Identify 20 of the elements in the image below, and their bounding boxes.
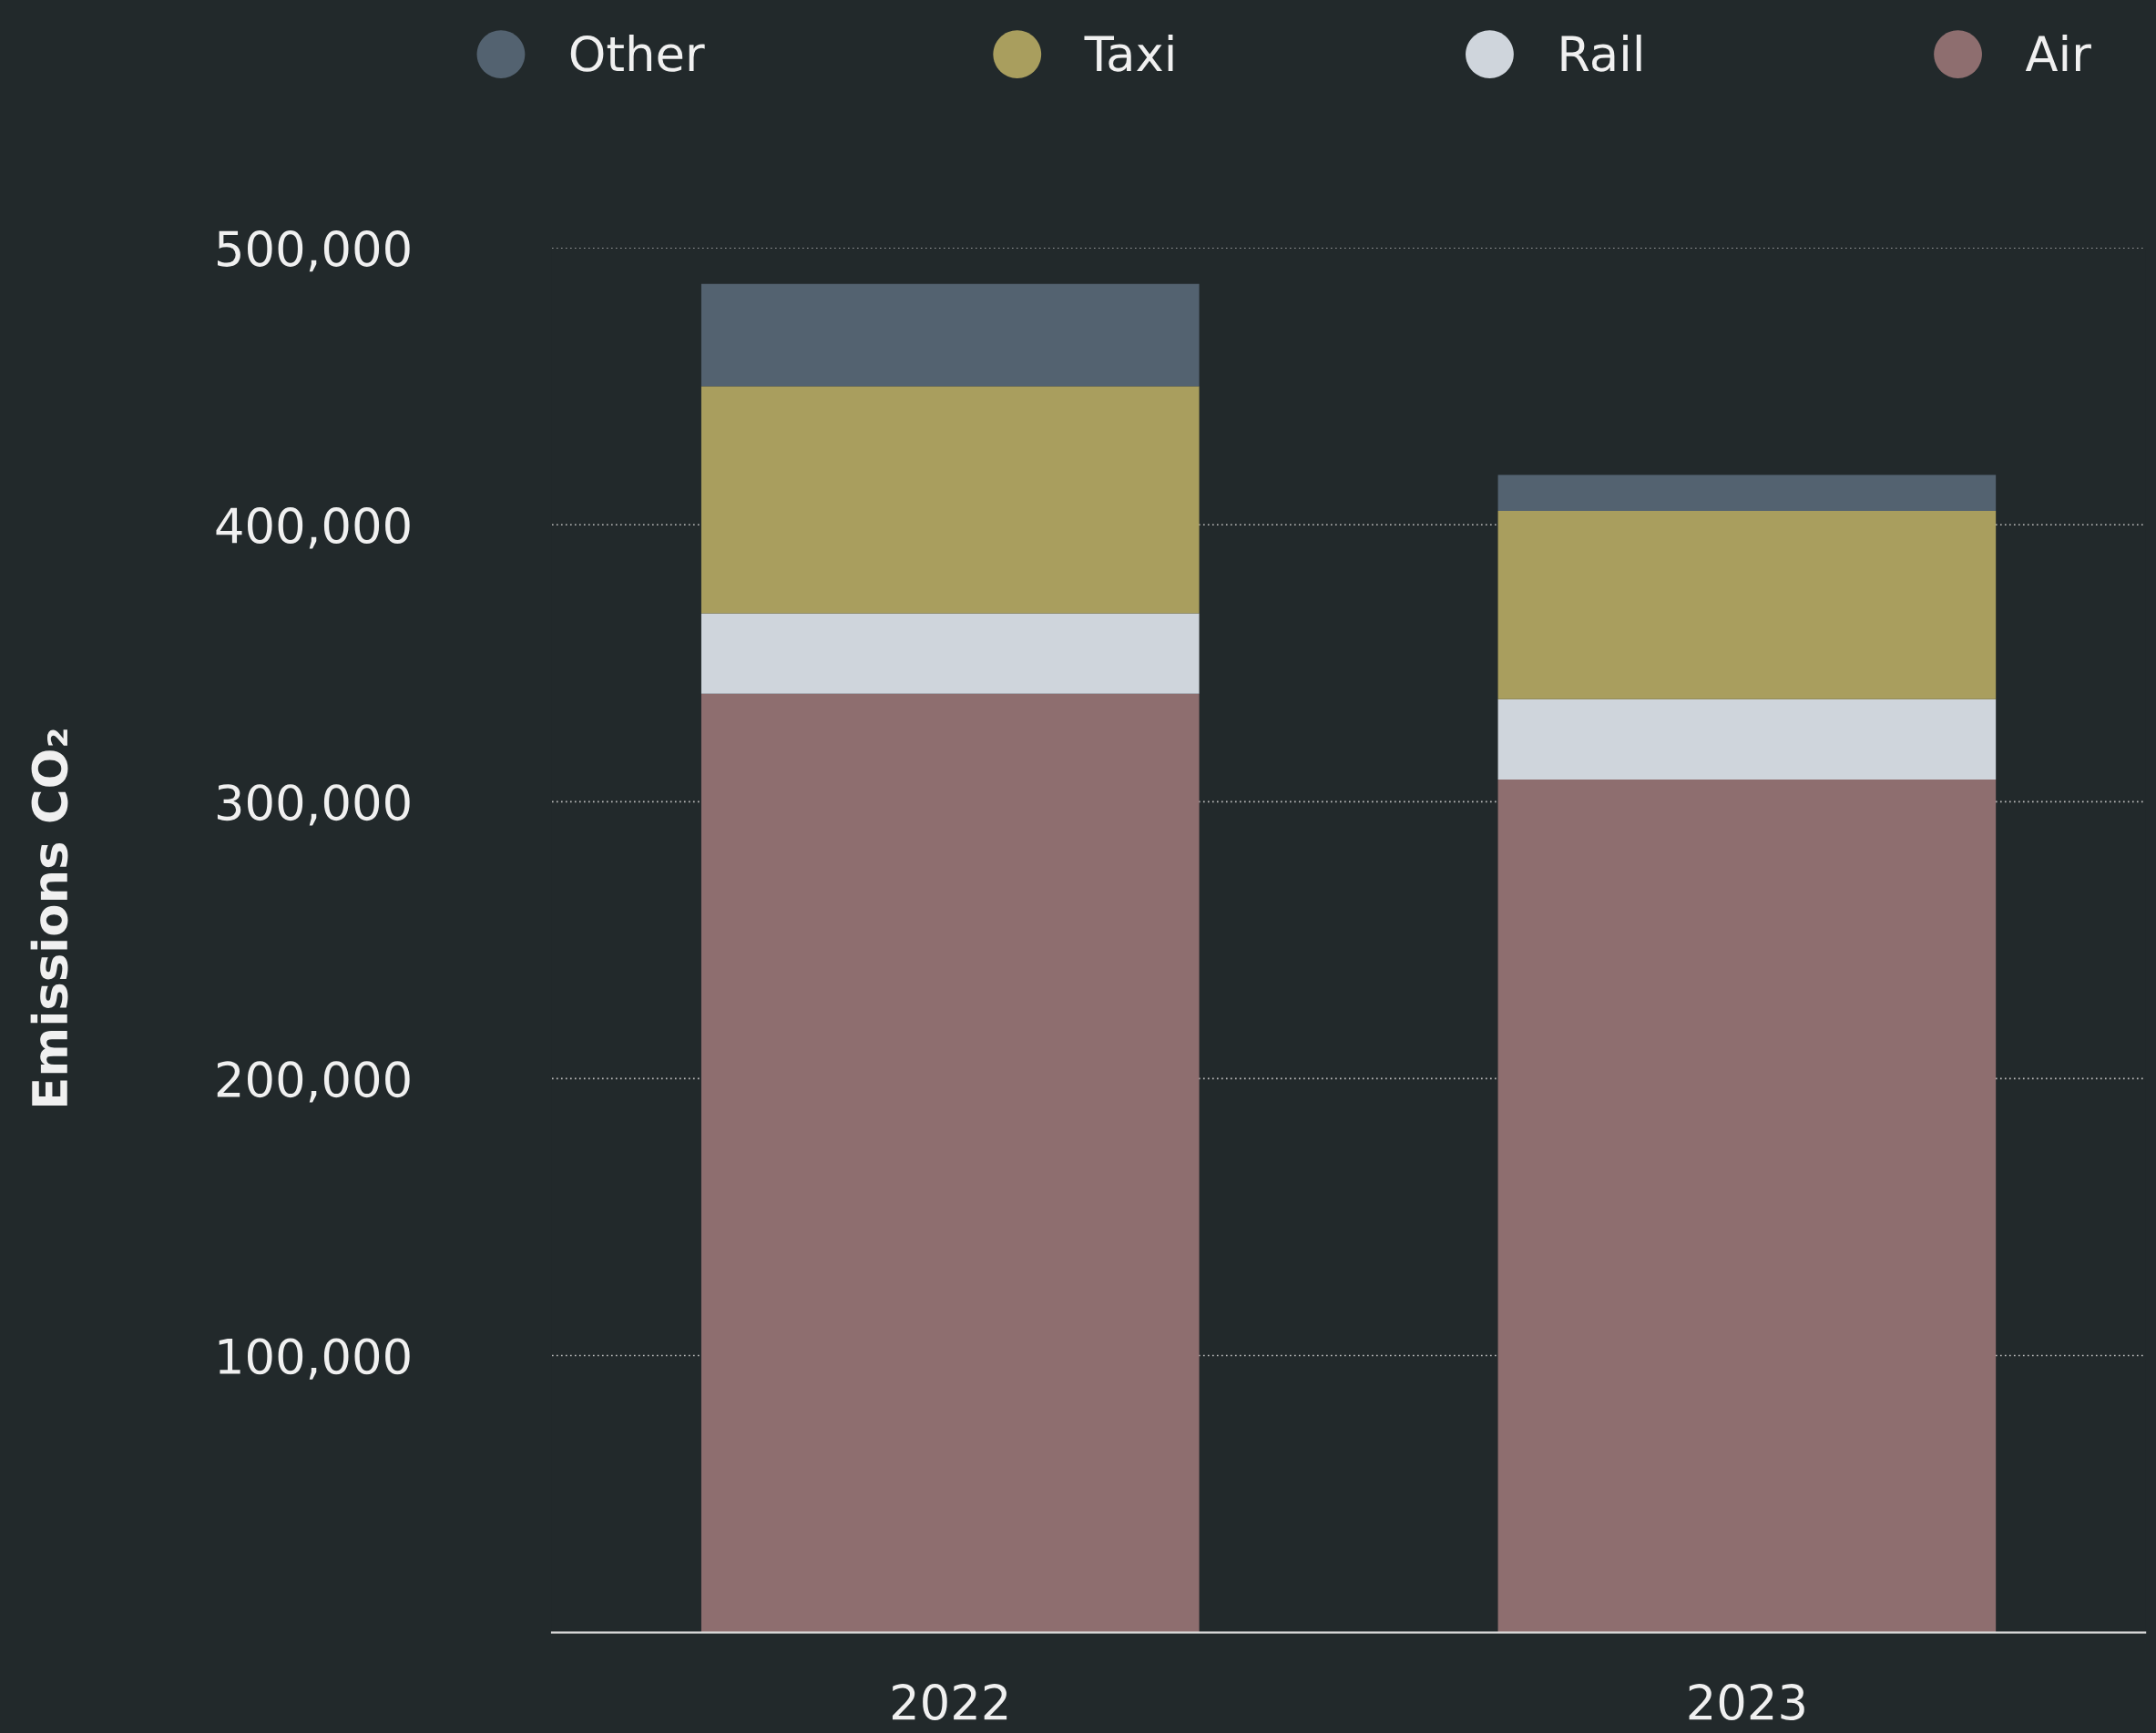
y-axis-title: Emissions CO₂ xyxy=(30,729,68,1106)
legend-label: Taxi xyxy=(1084,34,1173,72)
bar xyxy=(1497,474,1997,512)
y-tick-label: 100,000 xyxy=(219,1338,410,1380)
legend-label: Other xyxy=(570,34,705,72)
bar xyxy=(700,386,1200,614)
bar xyxy=(700,283,1200,387)
y-tick-label: 500,000 xyxy=(218,230,410,272)
bar xyxy=(1497,780,1997,1633)
x-tick-label: 2023 xyxy=(1689,1684,1804,1721)
y-tick-label: 300,000 xyxy=(217,784,410,826)
x-tick-label: 2022 xyxy=(892,1684,1007,1721)
bar xyxy=(1497,698,1997,780)
y-tick-label: 400,000 xyxy=(216,507,410,549)
y-tick-label: 200,000 xyxy=(217,1061,410,1103)
bar xyxy=(700,693,1200,1633)
bar xyxy=(700,613,1200,694)
legend-label: Rail xyxy=(1561,34,1641,72)
bar xyxy=(1497,511,1997,699)
legend-label: Air xyxy=(2025,34,2091,72)
